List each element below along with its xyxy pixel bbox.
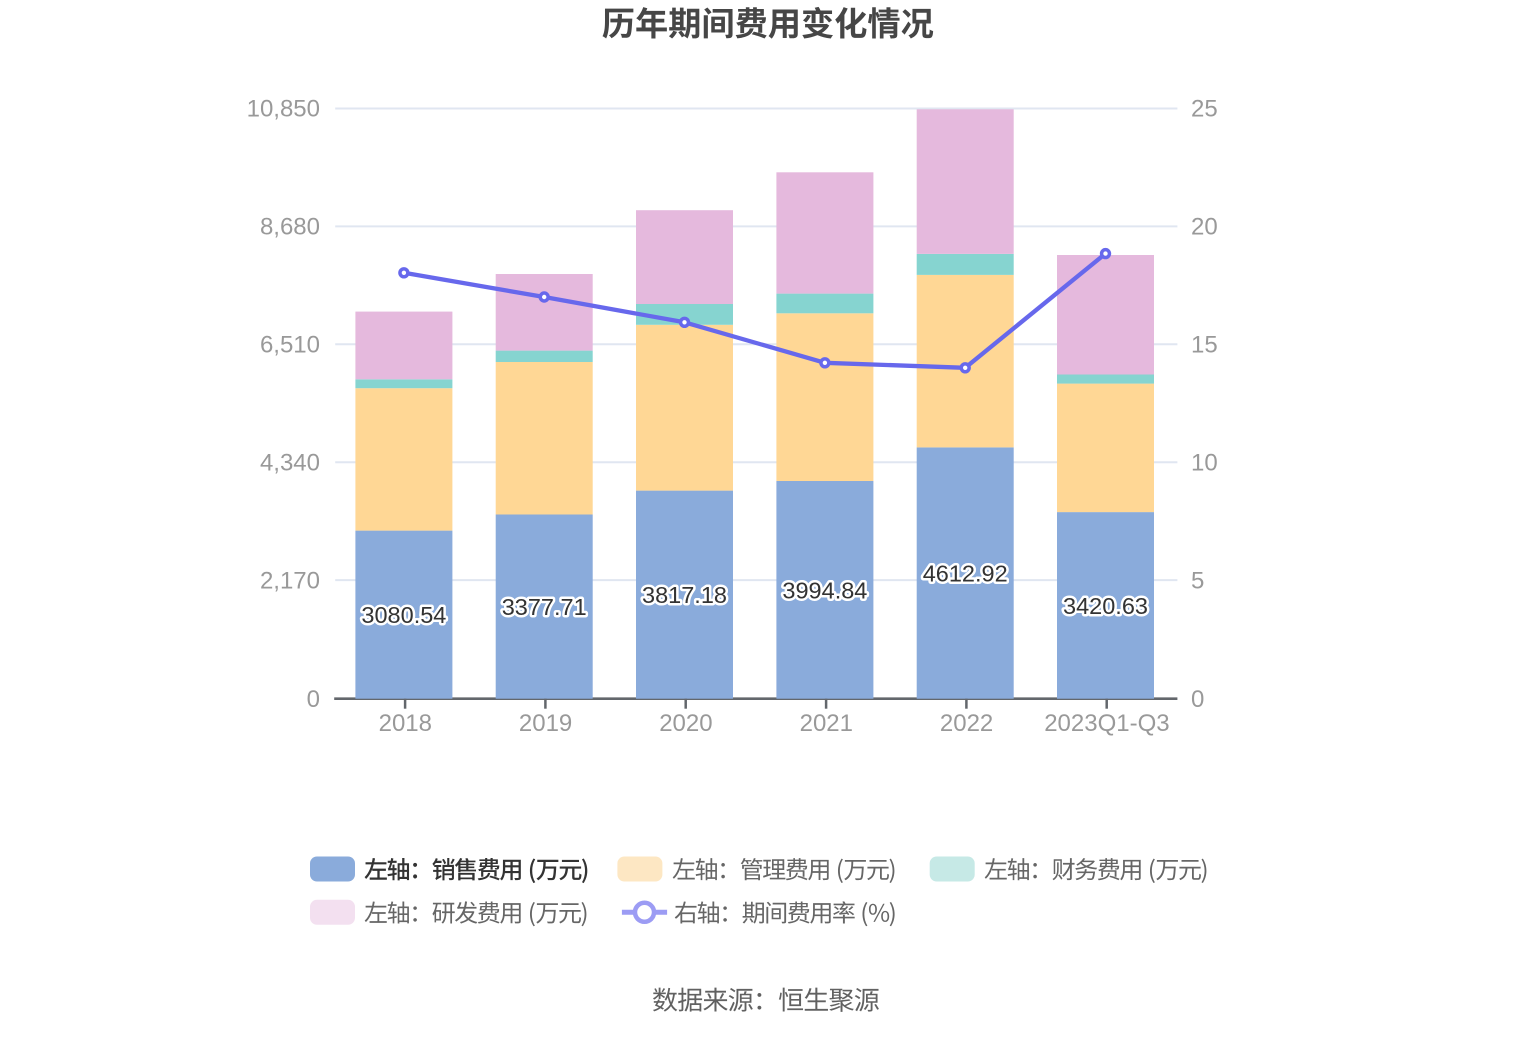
- svg-text:5: 5: [1191, 567, 1204, 594]
- svg-text:15: 15: [1191, 332, 1218, 359]
- svg-text:8,680: 8,680: [260, 214, 320, 241]
- svg-text:2018: 2018: [379, 710, 432, 737]
- svg-text:20: 20: [1191, 214, 1218, 241]
- svg-text:4612.92: 4612.92: [923, 561, 1008, 587]
- svg-text:25: 25: [1191, 96, 1218, 123]
- svg-text:2,170: 2,170: [260, 567, 320, 594]
- svg-text:10: 10: [1191, 449, 1218, 476]
- svg-text:0: 0: [1191, 686, 1204, 713]
- svg-text:10,850: 10,850: [247, 96, 320, 123]
- svg-text:3817.18: 3817.18: [642, 582, 727, 608]
- svg-text:2021: 2021: [800, 710, 853, 737]
- svg-text:2022: 2022: [940, 710, 993, 737]
- svg-text:3994.84: 3994.84: [782, 577, 867, 603]
- svg-text:0: 0: [307, 686, 320, 713]
- svg-text:3377.71: 3377.71: [502, 594, 587, 620]
- svg-text:3080.54: 3080.54: [361, 602, 446, 628]
- svg-text:4,340: 4,340: [260, 449, 320, 476]
- svg-text:3420.63: 3420.63: [1063, 593, 1148, 619]
- svg-text:6,510: 6,510: [260, 332, 320, 359]
- svg-text:2020: 2020: [659, 710, 712, 737]
- svg-text:2019: 2019: [519, 710, 572, 737]
- svg-text:2023Q1-Q3: 2023Q1-Q3: [1044, 710, 1169, 737]
